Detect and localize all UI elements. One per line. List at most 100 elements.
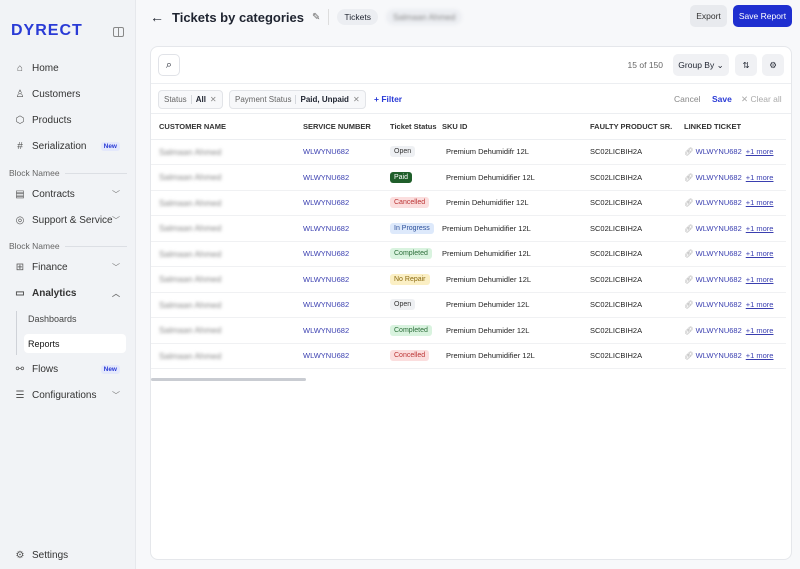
more-link[interactable]: +1 more xyxy=(745,147,774,157)
column-header[interactable]: Ticket Status xyxy=(382,115,442,140)
table-cell: WLWYNU682 xyxy=(295,164,382,191)
service-number-link[interactable]: WLWYNU682 xyxy=(303,172,350,182)
sidebar-item-flows[interactable]: ⚯ Flows New xyxy=(0,358,136,380)
sidebar-item-support-service[interactable]: ◎ Support & Service ﹀ xyxy=(0,209,136,231)
sidebar-item-settings[interactable]: ⚙ Settings xyxy=(0,544,136,566)
linked-ticket-link[interactable]: WLWYNU682 xyxy=(695,198,742,208)
gear-icon: ⚙ xyxy=(15,549,25,561)
sidebar-item-customers[interactable]: ♙ Customers xyxy=(0,83,136,105)
tickets-chip[interactable]: Tickets xyxy=(337,9,378,25)
cancel-button[interactable]: Cancel xyxy=(674,94,701,104)
table-cell: 🔗︎ WLWYNU682 +1 more xyxy=(676,190,786,216)
link-icon: 🔗︎ xyxy=(684,325,694,335)
save-button[interactable]: Save xyxy=(712,94,732,104)
box-icon: ⬡ xyxy=(15,114,25,126)
chevron-up-icon[interactable]: ︿ xyxy=(112,288,120,298)
table-cell: SC02LICBIH2A xyxy=(582,266,676,293)
more-link[interactable]: +1 more xyxy=(745,172,774,182)
faulty-product-sr: SC02LICBIH2A xyxy=(590,223,643,233)
sidebar-item-home[interactable]: ⌂ Home xyxy=(0,57,136,79)
column-header[interactable]: LINKED TICKET xyxy=(676,115,786,140)
service-number-link[interactable]: WLWYNU682 xyxy=(303,223,350,233)
sidebar-item-finance[interactable]: ⊞ Finance ﹀ xyxy=(0,256,136,278)
more-link[interactable]: +1 more xyxy=(745,300,774,310)
link-icon: 🔗︎ xyxy=(684,223,694,233)
sidebar-item-products[interactable]: ⬡ Products xyxy=(0,109,136,131)
close-icon[interactable]: ✕ xyxy=(352,95,360,104)
table-row[interactable]: Salmaan Ahmed WLWYNU682 Open Premium Dehumi… xyxy=(151,139,786,165)
more-link[interactable]: +1 more xyxy=(745,223,774,233)
linked-ticket-link[interactable]: WLWYNU682 xyxy=(695,274,742,284)
table-row[interactable]: Salmaan Ahmed WLWYNU682 Completed Premium D… xyxy=(151,317,786,344)
chevron-down-icon[interactable]: ﹀ xyxy=(112,189,120,199)
service-number-link[interactable]: WLWYNU682 xyxy=(303,147,350,157)
more-link[interactable]: +1 more xyxy=(745,274,774,284)
save-report-button[interactable]: Save Report xyxy=(733,5,792,27)
table-row[interactable]: Salmaan Ahmed WLWYNU682 Concelled Premium D… xyxy=(151,343,786,369)
sidebar-item-label: Customers xyxy=(32,88,81,100)
block-label: Block Namee xyxy=(9,168,127,178)
service-number-link[interactable]: WLWYNU682 xyxy=(303,300,350,310)
horizontal-scrollbar[interactable] xyxy=(151,378,306,381)
linked-ticket-link[interactable]: WLWYNU682 xyxy=(695,351,742,361)
table-cell: Premium Dehumider 12L xyxy=(442,292,582,318)
sidebar-toggle-icon[interactable] xyxy=(113,27,124,37)
status-badge: In Progress xyxy=(390,222,434,234)
group-by-dropdown[interactable]: Group By ⌄ xyxy=(673,54,729,76)
settings-button[interactable]: ⚙ xyxy=(762,54,784,76)
service-number-link[interactable]: WLWYNU682 xyxy=(303,249,350,259)
back-arrow-icon[interactable]: ← xyxy=(150,9,164,25)
chevron-down-icon[interactable]: ﹀ xyxy=(112,390,120,400)
table-cell: SC02LICBIH2A xyxy=(582,190,676,216)
filter-chip-status[interactable]: Status All ✕ xyxy=(158,90,223,109)
service-number-link[interactable]: WLWYNU682 xyxy=(303,351,350,361)
column-header[interactable]: SKU ID xyxy=(442,115,582,140)
sku-id: Premium Dehumidifier 12L xyxy=(442,249,531,259)
service-number-link[interactable]: WLWYNU682 xyxy=(303,274,350,284)
chevron-down-icon[interactable]: ﹀ xyxy=(112,262,120,272)
close-icon[interactable]: ✕ xyxy=(209,95,217,104)
table-row[interactable]: Salmaan Ahmed WLWYNU682 In Progress Premium… xyxy=(151,215,786,242)
sidebar-subitem-dashboards[interactable]: Dashboards xyxy=(28,313,77,324)
search-button[interactable]: ⌕ xyxy=(158,54,180,76)
more-link[interactable]: +1 more xyxy=(745,249,774,259)
more-link[interactable]: +1 more xyxy=(745,198,774,208)
linked-ticket-link[interactable]: WLWYNU682 xyxy=(695,249,742,259)
table-cell: Premium Dehumidifier 12L xyxy=(442,343,582,369)
edit-pencil-icon[interactable]: ✎ xyxy=(312,11,321,23)
table-row[interactable]: Salmaan Ahmed WLWYNU682 No Repair Premium D… xyxy=(151,266,786,293)
table-row[interactable]: Salmaan Ahmed WLWYNU682 Open Premium Dehumi… xyxy=(151,292,786,318)
service-number-link[interactable]: WLWYNU682 xyxy=(303,325,350,335)
sidebar-item-serialization[interactable]: # Serialization New xyxy=(0,135,136,157)
column-header[interactable]: SERVICE NUMBER xyxy=(295,115,382,140)
more-link[interactable]: +1 more xyxy=(745,325,774,335)
linked-ticket-link[interactable]: WLWYNU682 xyxy=(695,172,742,182)
linked-ticket-link[interactable]: WLWYNU682 xyxy=(695,325,742,335)
export-button[interactable]: Export xyxy=(690,5,727,27)
sidebar-subitem-reports[interactable]: Reports xyxy=(24,334,126,353)
clear-all-button[interactable]: ✕ Clear all xyxy=(741,94,782,104)
add-filter-button[interactable]: + Filter xyxy=(374,94,403,104)
more-link[interactable]: +1 more xyxy=(745,351,774,361)
table-row[interactable]: Salmaan Ahmed WLWYNU682 Cancelled Premin De… xyxy=(151,190,786,216)
sidebar-item-contracts[interactable]: ▤ Contracts ﹀ xyxy=(0,183,136,205)
filter-chip-payment-status[interactable]: Payment Status Paid, Unpaid ✕ xyxy=(229,90,366,109)
sidebar-item-analytics[interactable]: ▭ Analytics ︿ xyxy=(0,282,136,304)
sidebar-item-configurations[interactable]: ☰ Configurations ﹀ xyxy=(0,384,136,406)
sort-button[interactable]: ⇅ xyxy=(735,54,757,76)
table-row[interactable]: Salmaan Ahmed WLWYNU682 Completed Premium D… xyxy=(151,241,786,267)
table-cell: Premium Dehumider 12L xyxy=(442,317,582,344)
column-header[interactable]: CUSTOMER NAME xyxy=(151,115,295,140)
chevron-down-icon: ⌄ xyxy=(716,59,724,70)
table-cell: 🔗︎ WLWYNU682 +1 more xyxy=(676,241,786,267)
user-chip[interactable]: Salmaan Ahmed xyxy=(386,9,463,25)
service-number-link[interactable]: WLWYNU682 xyxy=(303,198,350,208)
table-row[interactable]: Salmaan Ahmed WLWYNU682 Paid Premium Dehumi… xyxy=(151,164,786,191)
customer-name: Salmaan Ahmed xyxy=(159,223,222,234)
column-header[interactable]: FAULTY PRODUCT SR. xyxy=(582,115,676,140)
status-badge: Open xyxy=(390,146,416,158)
linked-ticket-link[interactable]: WLWYNU682 xyxy=(695,223,742,233)
chevron-down-icon[interactable]: ﹀ xyxy=(112,215,120,225)
linked-ticket-link[interactable]: WLWYNU682 xyxy=(695,147,742,157)
linked-ticket-link[interactable]: WLWYNU682 xyxy=(695,300,742,310)
